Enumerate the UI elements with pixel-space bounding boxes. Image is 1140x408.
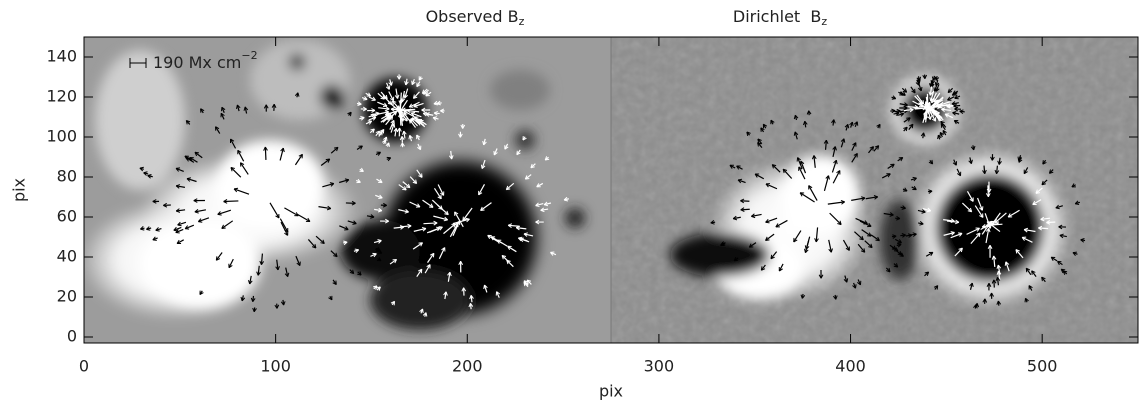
dirichlet-image [611, 37, 1138, 343]
panel-title: Observed Bz [426, 7, 525, 29]
vector [265, 147, 266, 160]
title-subscript: z [519, 15, 525, 28]
scale-text: 190 Mx cm [153, 53, 241, 72]
x-tick-label: 300 [644, 357, 675, 376]
x-axis-label: pix [599, 382, 623, 401]
title-subscript: z [821, 15, 827, 28]
y-tick-label: 40 [57, 247, 77, 266]
scale-superscript: −2 [241, 49, 257, 62]
y-tick-label: 60 [57, 207, 77, 226]
y-tick-label: 100 [46, 127, 77, 146]
vector [224, 201, 239, 202]
observed-image [80, 37, 611, 343]
y-tick-label: 80 [57, 167, 77, 186]
vector [423, 223, 437, 224]
title-text: Dirichlet B [733, 7, 821, 26]
y-tick-label: 0 [67, 327, 77, 346]
vector [988, 185, 989, 196]
y-tick-label: 20 [57, 287, 77, 306]
y-tick-label: 120 [46, 87, 77, 106]
title-text: Observed B [426, 7, 519, 26]
y-axis-label: pix [10, 178, 29, 202]
vector [402, 109, 415, 110]
x-tick-label: 500 [1027, 357, 1058, 376]
x-tick-label: 200 [452, 357, 483, 376]
y-tick-label: 140 [46, 47, 77, 66]
panel-title: Dirichlet Bz [733, 7, 827, 29]
vector [400, 113, 401, 125]
x-tick-label: 100 [260, 357, 291, 376]
x-tick-label: 400 [835, 357, 866, 376]
x-tick-label: 0 [79, 357, 89, 376]
